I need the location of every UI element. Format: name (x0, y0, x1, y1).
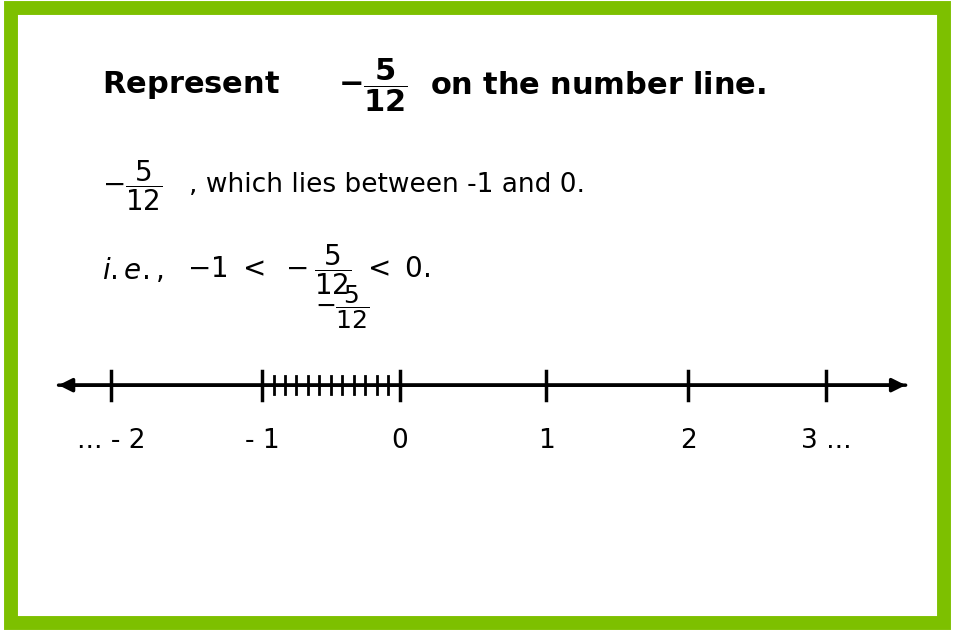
Text: , which lies between -1 and 0.: , which lies between -1 and 0. (189, 172, 584, 198)
Text: $\mathbf{Represent}$: $\mathbf{Represent}$ (101, 69, 280, 102)
Text: $\mathbf{-\dfrac{5}{12}}$: $\mathbf{-\dfrac{5}{12}}$ (338, 57, 408, 114)
Text: 0: 0 (392, 428, 408, 454)
Text: 2: 2 (680, 428, 697, 454)
Text: $\it{i.e.,}$: $\it{i.e.,}$ (101, 256, 163, 285)
Text: $\mathbf{on\ the\ number\ line.}$: $\mathbf{on\ the\ number\ line.}$ (430, 71, 766, 100)
Text: 1: 1 (538, 428, 555, 454)
Text: 3 ...: 3 ... (800, 428, 851, 454)
Text: $-1\ <\ -\dfrac{5}{12}\ <\ 0.$: $-1\ <\ -\dfrac{5}{12}\ <\ 0.$ (187, 243, 431, 297)
Text: $-\dfrac{5}{12}$: $-\dfrac{5}{12}$ (315, 283, 370, 331)
Text: $-\dfrac{5}{12}$: $-\dfrac{5}{12}$ (101, 158, 162, 213)
Text: ... - 2: ... - 2 (76, 428, 145, 454)
Text: - 1: - 1 (244, 428, 280, 454)
